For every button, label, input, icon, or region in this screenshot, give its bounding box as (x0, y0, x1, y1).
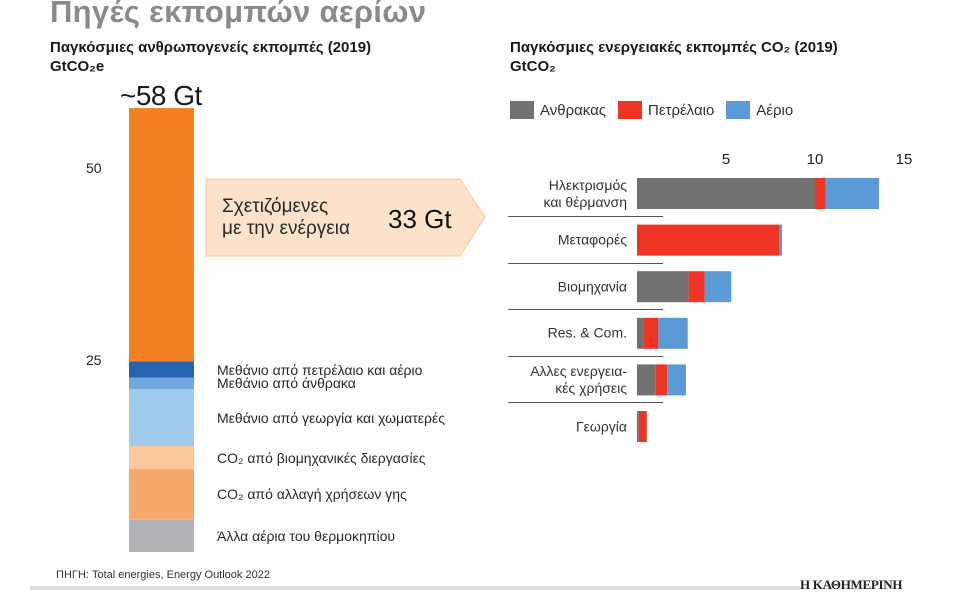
left-chart-title: Παγκόσμιες ανθρωπογενείς εκπομπές (2019) (50, 39, 372, 56)
row-separator (508, 216, 663, 217)
legend-item-gas: Αέριο (726, 101, 793, 119)
callout-text: Σχετιζόμενες με την ενέργεια (222, 196, 350, 240)
bar-segment (129, 469, 194, 520)
bar-0-Ανθρακας (637, 178, 815, 209)
segment-label: CO₂ από αλλαγή χρήσεων γης (217, 486, 407, 503)
bar-segment (129, 361, 194, 378)
energy-bars (637, 178, 880, 442)
bar-2-Ανθρακας (637, 271, 689, 303)
footer-divider (30, 586, 800, 590)
category-label-line: Res. & Com. (547, 324, 627, 341)
bar-4-Ανθρακας (637, 364, 656, 396)
bar-segment (129, 519, 194, 552)
bar-0-Αέριο (825, 178, 880, 209)
legend-swatch-coal (510, 101, 534, 119)
callout-line-1: Σχετιζόμενες (222, 196, 329, 217)
category-label-line: Μεταφορές (557, 231, 627, 248)
bar-1-Πετρέλαιο (637, 224, 780, 256)
energy-callout-arrow (205, 178, 486, 257)
bar-5-Πετρέλαιο (638, 411, 647, 442)
page-title: Πηγές εκπομπών αερίων (50, 0, 427, 29)
left-chart-unit: GtCO₂e (50, 58, 105, 75)
category-label: Μεταφορές (507, 232, 627, 249)
segment-label: CO₂ από βιομηχανικές διεργασίες (217, 449, 426, 466)
category-label-line: Ηλεκτρισμός (548, 176, 627, 193)
legend: Ανθρακας Πετρέλαιο Αέριο (510, 101, 793, 119)
category-label-line: Γεωργία (575, 418, 627, 434)
y-tick-25: 25 (86, 352, 102, 368)
bar-segment (129, 446, 194, 470)
segment-label: Μεθάνιο από άνθρακα (217, 375, 356, 392)
row-separator (508, 309, 663, 311)
row-separator (508, 355, 663, 357)
row-separator (508, 262, 663, 264)
legend-swatch-oil (618, 101, 642, 119)
publisher-logo: Η ΚΑΘΗΜΕΡΙΝΗ (800, 577, 903, 592)
stacked-emissions-bar (129, 108, 194, 552)
right-chart-unit: GtCO₂ (510, 58, 556, 75)
bar-segment (129, 108, 194, 362)
category-label-line: κές χρήσεις (555, 379, 627, 396)
bar-4-Αέριο (667, 364, 686, 396)
x-tick-label: 10 (806, 151, 824, 168)
bar-4-Πετρέλαιο (655, 364, 668, 396)
bar-3-Ανθρακας (637, 317, 644, 349)
x-tick-label: 15 (895, 151, 913, 168)
legend-label: Ανθρακας (540, 101, 606, 119)
legend-item-coal: Ανθρακας (510, 101, 606, 119)
bar-segment (129, 389, 194, 447)
category-label: Βιομηχανία (507, 278, 627, 295)
legend-item-oil: Πετρέλαιο (618, 101, 714, 119)
segment-label: Μεθάνιο από γεωργία και χωματερές (217, 409, 445, 426)
bar-2-Πετρέλαιο (688, 271, 705, 303)
bar-5-Ανθρακας (637, 411, 639, 442)
bar-1-Αέριο (779, 224, 783, 256)
segment-label: Άλλα αέρια του θερμοκηπίου (217, 527, 396, 544)
row-separator (508, 402, 663, 404)
category-label-line: Αλλες ενεργεια- (530, 362, 627, 379)
category-label-line: Βιομηχανία (557, 278, 627, 295)
source-note: ΠΗΓΗ: Total energies, Energy Outlook 202… (56, 569, 270, 581)
legend-swatch-gas (726, 101, 751, 119)
bar-3-Αέριο (658, 317, 688, 349)
segment-label: Μεθάνιο από πετρέλαιο και αέριο (217, 361, 423, 378)
bar-3-Πετρέλαιο (643, 317, 659, 349)
callout-value: 33 Gt (388, 204, 452, 234)
category-label: Αλλες ενεργεια-κές χρήσεις (507, 363, 627, 397)
y-tick-50: 50 (86, 160, 102, 176)
right-chart-title: Παγκόσμιες ενεργειακές εκπομπές CO₂ (201… (510, 39, 838, 56)
legend-label: Αέριο (756, 101, 794, 119)
legend-label: Πετρέλαιο (648, 101, 715, 119)
bar-0-Πετρέλαιο (815, 178, 826, 209)
bar-2-Αέριο (704, 271, 732, 303)
category-label: Ηλεκτρισμός και θέρμανση (507, 177, 627, 211)
total-label: ~58 Gt (120, 80, 202, 111)
category-label: Res. & Com. (507, 325, 627, 342)
x-tick-label: 5 (721, 151, 731, 168)
category-label: Γεωργία (507, 418, 627, 435)
bar-segment (129, 377, 194, 390)
category-label-line: και θέρμανση (543, 193, 627, 210)
callout-line-2: με την ενέργεια (222, 218, 350, 239)
